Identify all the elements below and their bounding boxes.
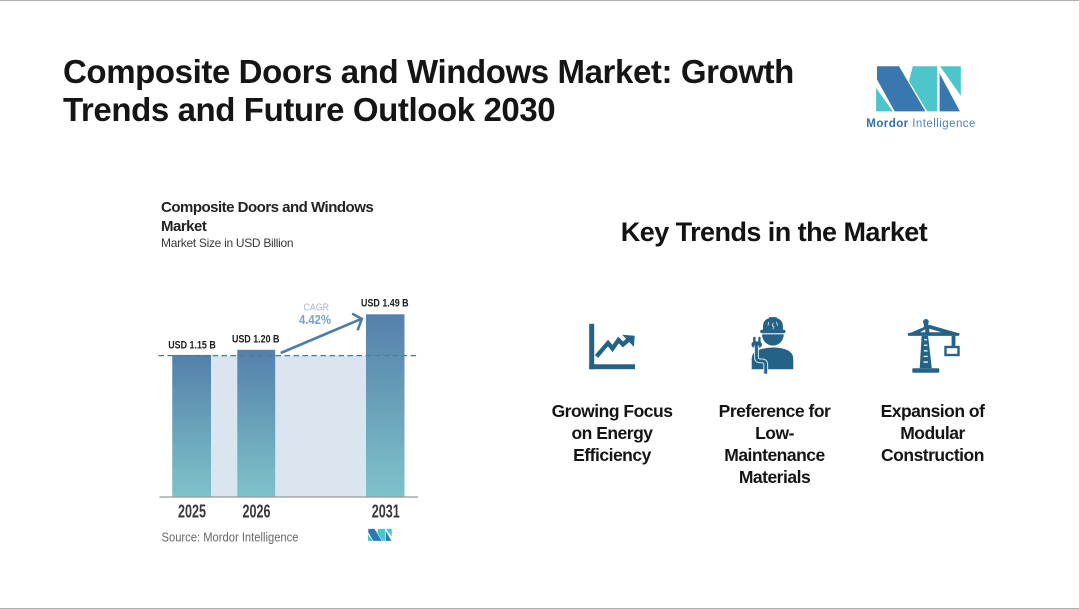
svg-text:4.42%: 4.42% bbox=[299, 312, 331, 327]
svg-text:CAGR: CAGR bbox=[304, 302, 330, 314]
svg-text:2025: 2025 bbox=[178, 500, 206, 521]
svg-text:2031: 2031 bbox=[372, 500, 400, 521]
svg-text:Source: Mordor Intelligence: Source: Mordor Intelligence bbox=[162, 530, 299, 545]
svg-text:USD 1.20 B: USD 1.20 B bbox=[232, 334, 280, 346]
svg-text:USD 1.15 B: USD 1.15 B bbox=[168, 339, 216, 351]
svg-text:2026: 2026 bbox=[243, 500, 271, 521]
svg-text:Mordor Intelligence: Mordor Intelligence bbox=[866, 118, 976, 130]
svg-text:USD 1.49 B: USD 1.49 B bbox=[361, 297, 409, 309]
